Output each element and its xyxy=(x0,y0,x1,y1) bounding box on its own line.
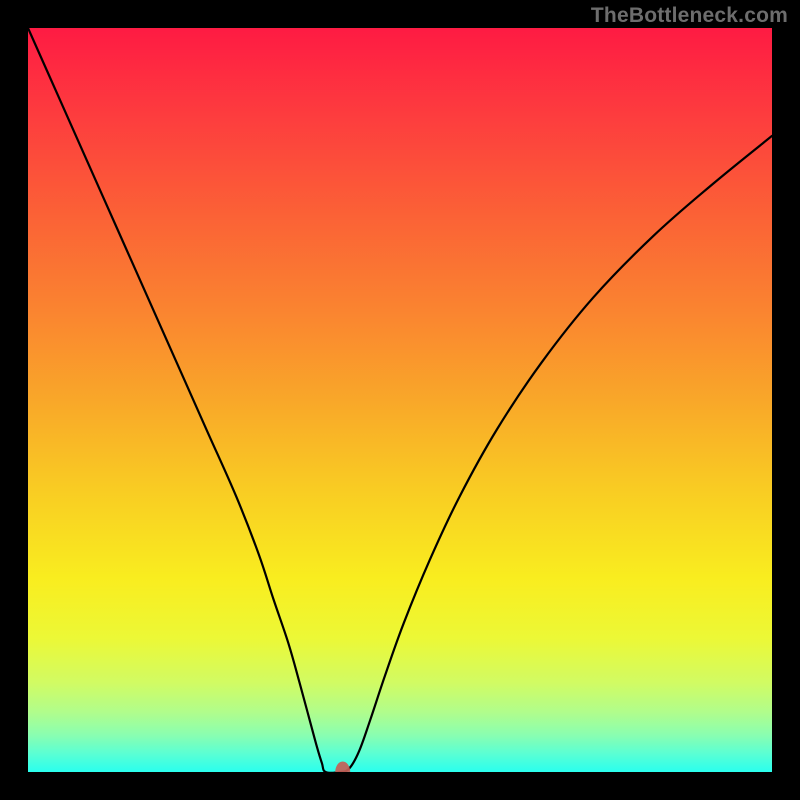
outer-frame: TheBottleneck.com xyxy=(0,0,800,800)
plot-area xyxy=(28,28,772,772)
watermark-text: TheBottleneck.com xyxy=(591,4,788,28)
chart-svg xyxy=(28,28,772,772)
chart-background xyxy=(28,28,772,772)
